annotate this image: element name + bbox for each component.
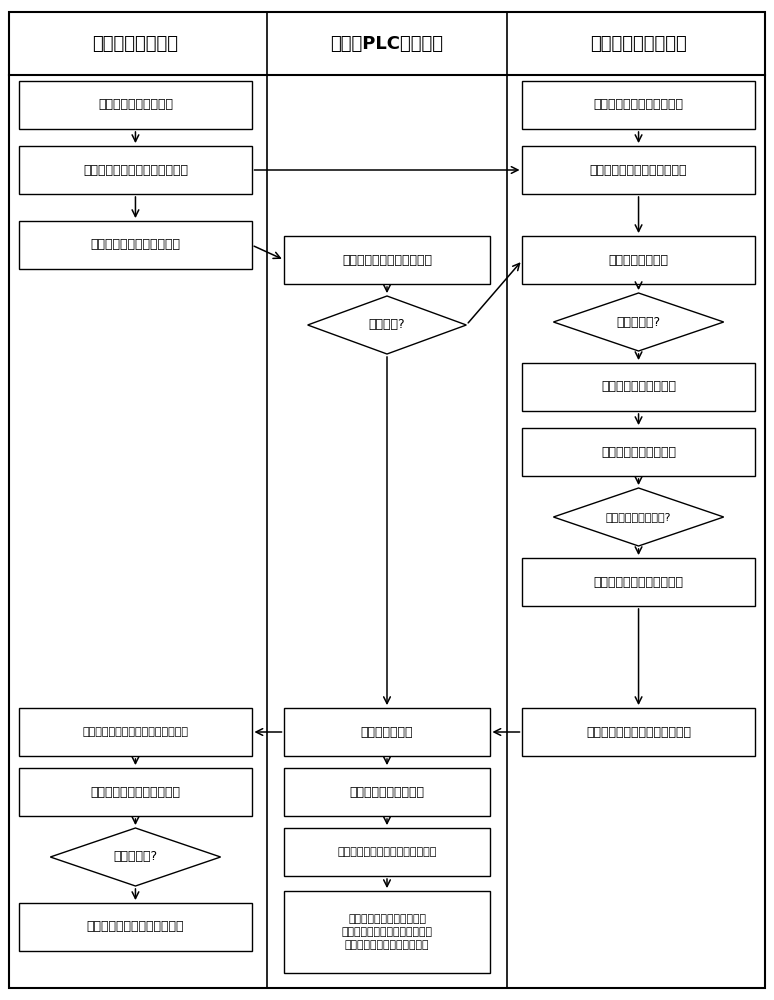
- Text: 进表完成?: 进表完成?: [368, 318, 406, 332]
- Text: 有异不合格项及表位?: 有异不合格项及表位?: [606, 512, 671, 522]
- FancyBboxPatch shape: [522, 708, 755, 756]
- FancyBboxPatch shape: [522, 558, 755, 606]
- Text: 进行物流控制检定单元进表: 进行物流控制检定单元进表: [342, 253, 432, 266]
- FancyBboxPatch shape: [522, 236, 755, 284]
- Text: 分拣为回流表、不合格表、合格表: 分拣为回流表、不合格表、合格表: [337, 847, 437, 857]
- Text: 本地检定控制工控机: 本地检定控制工控机: [590, 34, 687, 52]
- FancyBboxPatch shape: [19, 221, 252, 269]
- FancyBboxPatch shape: [285, 768, 490, 816]
- Text: 检定完成，上报检定数据及结果: 检定完成，上报检定数据及结果: [586, 726, 691, 738]
- Text: 检定完成后出仓: 检定完成后出仓: [361, 726, 413, 738]
- Polygon shape: [50, 828, 221, 886]
- Text: 流水线PLC控制系统: 流水线PLC控制系统: [330, 34, 444, 52]
- FancyBboxPatch shape: [19, 768, 252, 816]
- Text: 向检定单元发送任务表型及方案: 向检定单元发送任务表型及方案: [83, 163, 188, 176]
- Text: 进行分拣与异常表位分析与指令生成: 进行分拣与异常表位分析与指令生成: [83, 727, 188, 737]
- FancyBboxPatch shape: [522, 428, 755, 476]
- Polygon shape: [553, 293, 724, 351]
- FancyBboxPatch shape: [19, 903, 252, 951]
- FancyBboxPatch shape: [285, 708, 490, 756]
- Text: 标记不合格表位和不合格项: 标记不合格表位和不合格项: [594, 576, 683, 588]
- Text: 有异常表位?: 有异常表位?: [616, 316, 661, 328]
- FancyBboxPatch shape: [285, 891, 490, 973]
- FancyBboxPatch shape: [522, 81, 755, 129]
- FancyBboxPatch shape: [19, 81, 252, 129]
- FancyBboxPatch shape: [9, 12, 765, 988]
- Polygon shape: [553, 488, 724, 546]
- Text: 接收检定方案，准备开始检定: 接收检定方案，准备开始检定: [590, 163, 687, 176]
- Text: 有异常表位?: 有异常表位?: [113, 850, 158, 863]
- Text: 流水线总控计算机: 流水线总控计算机: [92, 34, 179, 52]
- Text: 监控屏上显示异常单表位信息: 监控屏上显示异常单表位信息: [87, 920, 184, 934]
- Text: 进行接线异常表位诊断分析: 进行接线异常表位诊断分析: [91, 786, 180, 798]
- Text: 向一个检定单元分配待检表: 向一个检定单元分配待检表: [91, 238, 180, 251]
- Text: 开始执行一个检定任务: 开始执行一个检定任务: [98, 99, 173, 111]
- Text: 回流表进入检定单元再检定
不合格表进行不合格表装箱下线
合格表进进行合格表装箱下线: 回流表进入检定单元再检定 不合格表进行不合格表装箱下线 合格表进进行合格表装箱下…: [341, 914, 433, 950]
- Text: 开始进行检定项目试验: 开始进行检定项目试验: [601, 446, 676, 458]
- Text: 标记异常表位和异常项: 标记异常表位和异常项: [601, 380, 676, 393]
- FancyBboxPatch shape: [522, 146, 755, 194]
- Text: 开始进行接线测试: 开始进行接线测试: [608, 253, 669, 266]
- Text: 开机等待执行一个检定任务: 开机等待执行一个检定任务: [594, 99, 683, 111]
- FancyBboxPatch shape: [522, 363, 755, 411]
- Polygon shape: [308, 296, 466, 354]
- FancyBboxPatch shape: [19, 708, 252, 756]
- FancyBboxPatch shape: [285, 828, 490, 876]
- FancyBboxPatch shape: [19, 146, 252, 194]
- Text: 分拣单元执行分拣作业: 分拣单元执行分拣作业: [350, 786, 424, 798]
- FancyBboxPatch shape: [285, 236, 490, 284]
